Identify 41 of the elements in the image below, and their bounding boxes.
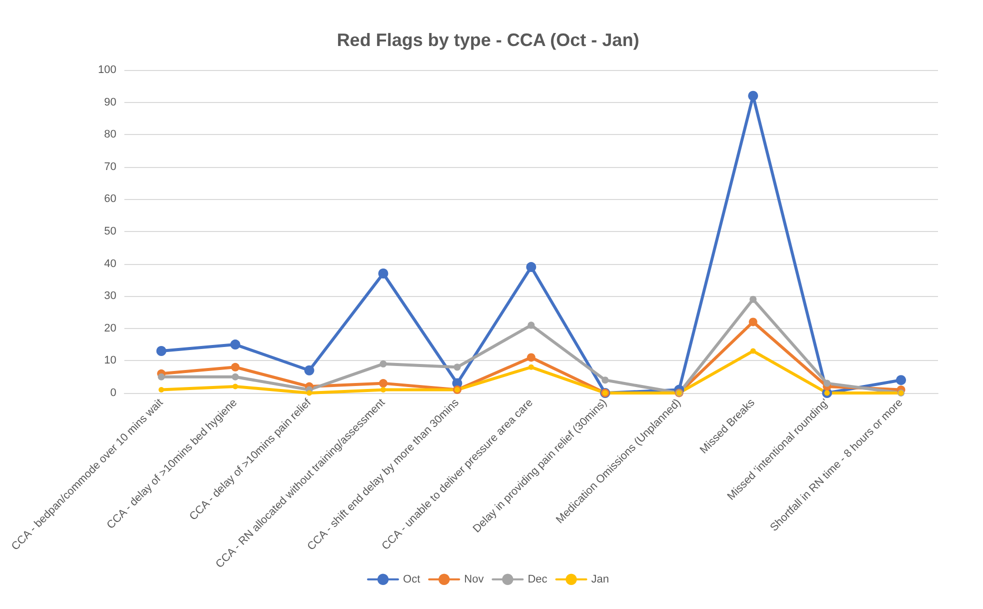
point — [748, 318, 758, 326]
y-tick-label: 30 — [104, 290, 116, 302]
y-tick-label: 10 — [104, 354, 116, 367]
y-tick-label: 0 — [110, 387, 116, 399]
legend-label: Oct — [403, 573, 420, 586]
point — [454, 364, 461, 371]
point — [380, 360, 387, 368]
point — [896, 375, 906, 386]
legend-label: Nov — [464, 573, 484, 586]
y-tick-label: 50 — [104, 226, 116, 238]
y-tick-label: 60 — [104, 193, 116, 206]
y-tick-label: 100 — [98, 64, 116, 76]
point — [526, 353, 536, 362]
point — [378, 268, 388, 278]
point — [304, 365, 314, 376]
point — [232, 373, 239, 380]
point — [528, 322, 535, 329]
y-tick-label: 40 — [104, 258, 116, 270]
y-tick-label: 90 — [104, 96, 116, 108]
point — [231, 362, 240, 372]
y-tick-label: 20 — [104, 322, 116, 334]
point — [750, 348, 756, 354]
legend-label: Dec — [528, 573, 548, 586]
point — [528, 364, 534, 370]
point — [232, 384, 238, 390]
point — [156, 346, 166, 356]
point — [158, 373, 165, 380]
legend-label: Jan — [591, 573, 609, 586]
point — [526, 262, 536, 272]
point — [378, 379, 388, 388]
point — [748, 90, 758, 101]
point — [158, 387, 164, 393]
point — [602, 376, 609, 384]
y-tick-label: 80 — [104, 128, 116, 141]
point — [824, 380, 831, 387]
point — [230, 340, 240, 350]
point — [380, 387, 386, 393]
point — [306, 390, 312, 396]
y-tick-label: 70 — [104, 160, 116, 173]
point — [750, 296, 757, 303]
chart-title: Red Flags by type - CCA (Oct - Jan) — [336, 30, 640, 50]
